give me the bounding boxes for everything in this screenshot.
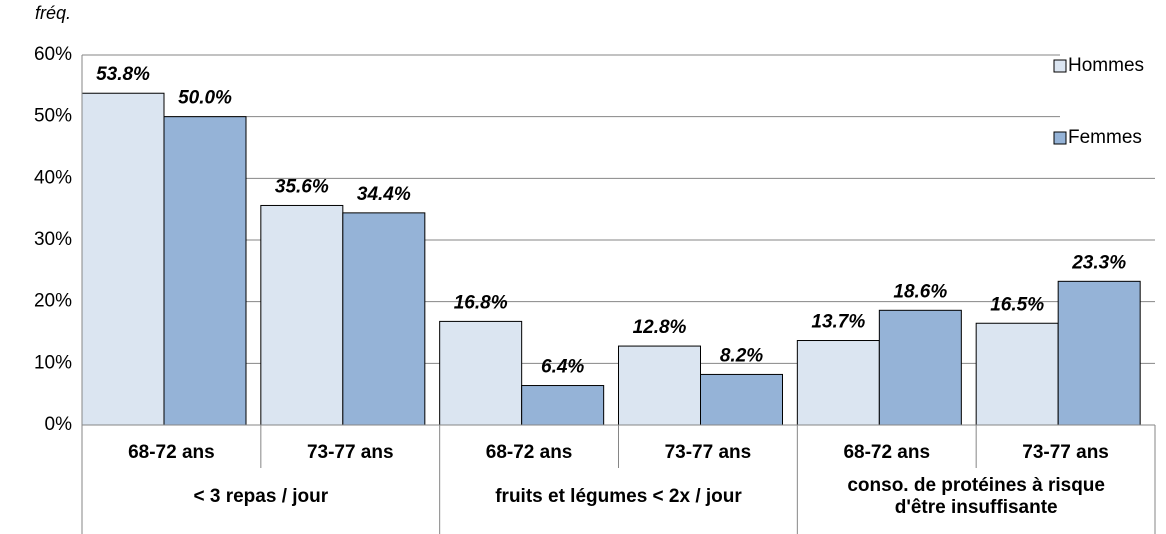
value-label: 53.8%: [96, 64, 150, 85]
bar: [260, 204, 344, 426]
x-tick-label: 73-77 ans: [1022, 442, 1109, 463]
bar: [439, 320, 523, 426]
y-tick-label: 50%: [34, 106, 72, 127]
group-label: < 3 repas / jour: [194, 486, 329, 507]
x-tick-label: 68-72 ans: [843, 442, 930, 463]
bar: [81, 92, 165, 426]
y-tick-label: 20%: [34, 291, 72, 312]
bar: [975, 322, 1059, 426]
legend-swatch: [1053, 59, 1067, 73]
value-label: 16.8%: [454, 292, 508, 313]
value-label: 16.5%: [990, 294, 1044, 315]
y-tick-label: 60%: [34, 44, 72, 65]
bar: [700, 373, 783, 426]
group-label: conso. de protéines à risque: [847, 475, 1105, 496]
bar: [342, 212, 426, 426]
value-label: 13.7%: [811, 312, 865, 333]
bar: [796, 340, 880, 426]
group-label: d'être insuffisante: [895, 497, 1058, 518]
y-tick-label: 10%: [34, 352, 72, 373]
group-label: fruits et légumes < 2x / jour: [495, 486, 742, 507]
legend-swatch: [1053, 131, 1067, 145]
y-tick-label: 40%: [34, 167, 72, 188]
x-tick-label: 73-77 ans: [665, 442, 752, 463]
bar: [878, 309, 962, 426]
legend-label: Femmes: [1068, 127, 1142, 148]
bar: [1057, 280, 1141, 426]
y-axis-label: fréq.: [35, 3, 71, 23]
x-tick-label: 68-72 ans: [128, 442, 215, 463]
x-tick-label: 73-77 ans: [307, 442, 394, 463]
value-label: 12.8%: [633, 317, 687, 338]
legend-box: [1060, 48, 1166, 148]
value-label: 18.6%: [893, 281, 947, 302]
bar: [163, 116, 247, 426]
value-label: 35.6%: [275, 176, 329, 197]
y-tick-label: 0%: [45, 414, 73, 435]
value-label: 8.2%: [720, 345, 763, 366]
bar: [521, 385, 605, 426]
value-label: 23.3%: [1071, 252, 1126, 273]
value-label: 34.4%: [357, 184, 411, 205]
x-tick-label: 68-72 ans: [486, 442, 573, 463]
y-tick-label: 30%: [34, 229, 72, 250]
value-label: 50.0%: [178, 88, 232, 109]
legend-label: Hommes: [1068, 55, 1144, 76]
value-label: 6.4%: [541, 357, 584, 378]
bar: [618, 345, 701, 426]
